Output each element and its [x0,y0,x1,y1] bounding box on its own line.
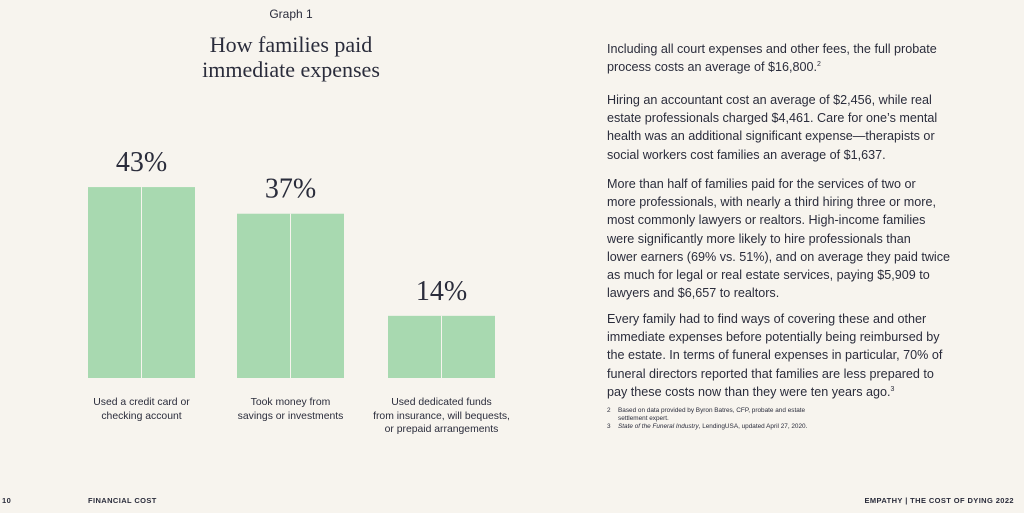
value-label: 37% [265,174,316,205]
footnote-number: 2 [607,407,611,414]
chart: 43% 37% 14% [88,147,495,378]
paragraph: Hiring an accountant cost an average of … [607,91,1007,164]
paragraph-text: More than half of families paid for the … [607,177,951,301]
paragraph: Including all court expenses and other f… [607,40,1007,76]
paragraph-text: Every family had to find ways of coverin… [607,312,943,399]
footnote: 3 State of the Funeral Industry, LendingU… [607,423,807,431]
footnote-italic: State of the Funeral Industry [618,423,699,430]
chart-area: Graph 1 How families paid immediate expe… [88,7,510,435]
page-number: 10 [2,496,12,505]
superscript: 2 [817,61,821,69]
category-label: Used dedicated funds from insurance, wil… [373,397,510,435]
footnote-text: , LendingUSA, updated April 27, 2020. [698,423,808,430]
footer-section: FINANCIAL COST [88,496,157,505]
chart-title: How families paid immediate expenses [202,32,380,82]
footer-publication: EMPATHY | THE COST OF DYING 2022 [864,496,1014,505]
paragraph: More than half of families paid for the … [607,175,1007,302]
graph-label: Graph 1 [269,7,313,21]
paragraph-text: Hiring an accountant cost an average of … [607,93,938,162]
paragraph: Every family had to find ways of coverin… [607,310,1007,401]
footnote: 2 Based on data provided by Byron Batres,… [607,407,805,423]
category-label: Took money from savings or investments [237,397,344,422]
footnote-text: Based on data provided by Byron Batres, … [618,407,806,422]
paragraph-text: Including all court expenses and other f… [607,42,937,75]
superscript: 3 [890,385,895,393]
value-label: 43% [116,147,167,178]
value-label: 14% [416,276,467,307]
category-label: Used a credit card or checking account [93,397,190,422]
footnote-number: 3 [607,423,611,430]
